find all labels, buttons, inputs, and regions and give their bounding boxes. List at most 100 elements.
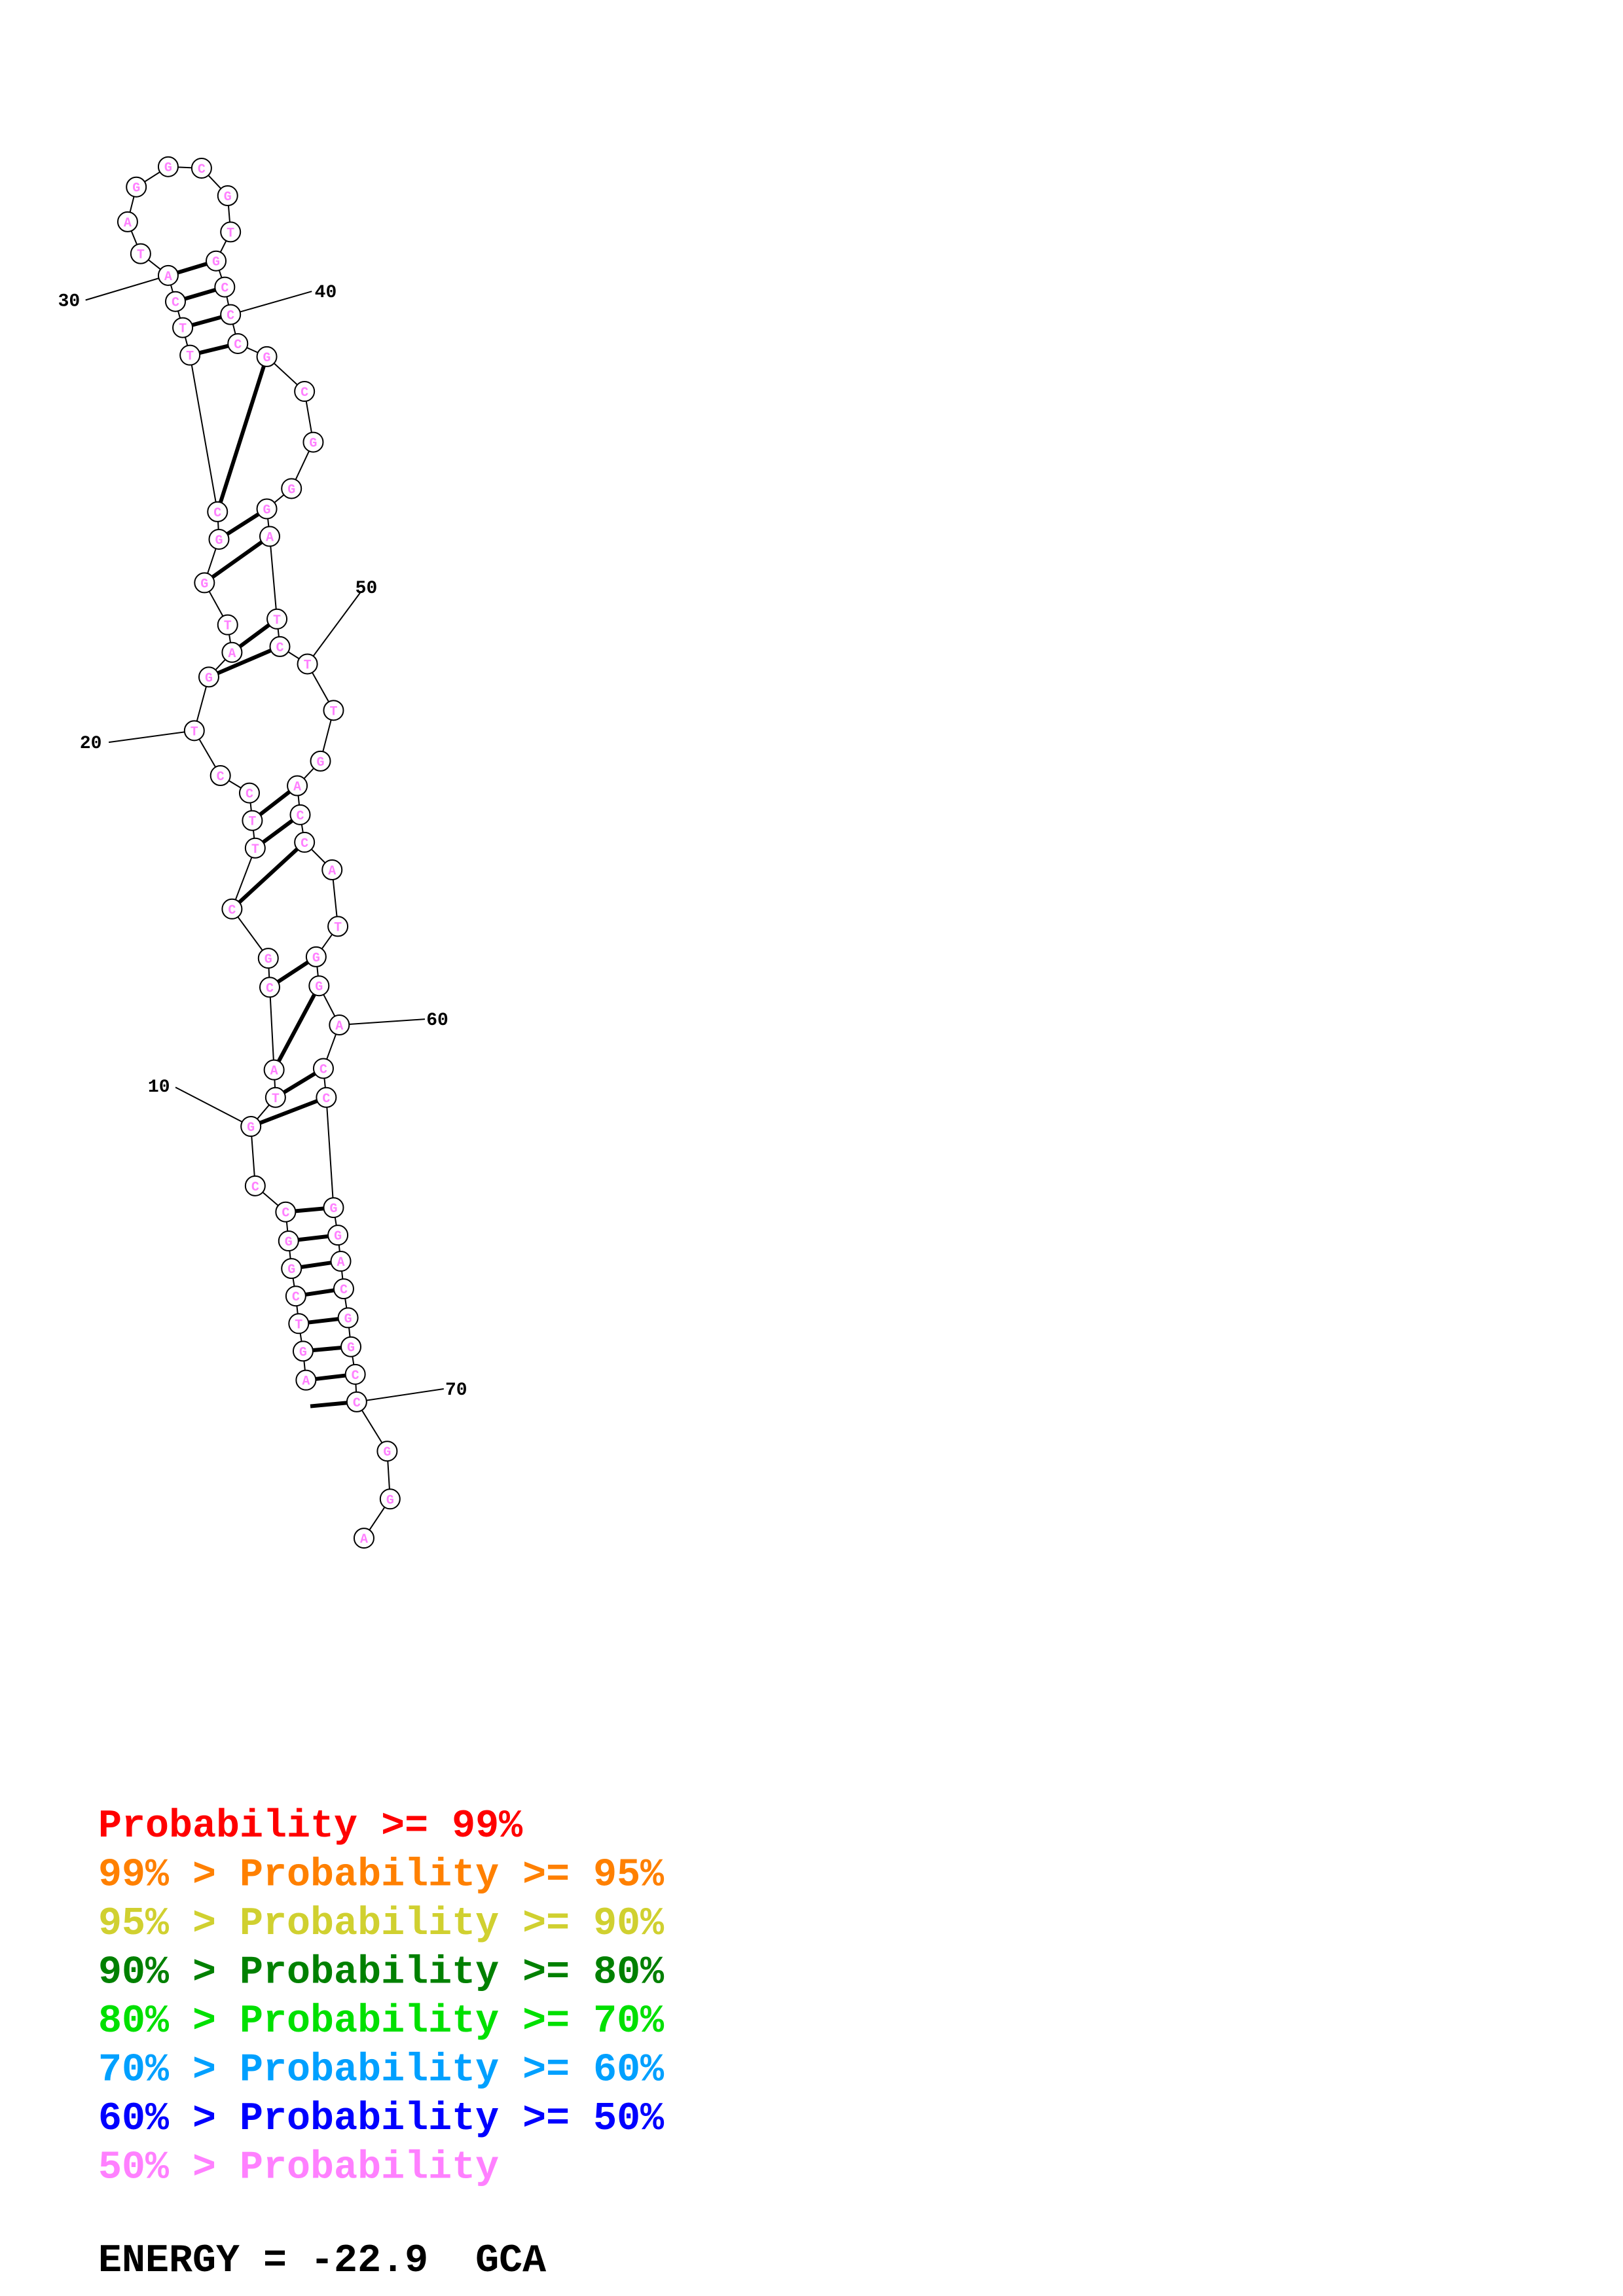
position-label: 40	[315, 283, 337, 303]
nucleotide: C	[191, 157, 212, 179]
nucleotide-circle	[327, 916, 349, 937]
nucleotide-circle	[353, 1528, 374, 1549]
nucleotide-letter: G	[317, 755, 325, 770]
nucleotide-letter: C	[292, 1290, 300, 1305]
nucleotide-circle	[220, 221, 242, 243]
nucleotide: G	[257, 948, 279, 969]
nucleotide-circle	[221, 898, 243, 920]
nucleotide: A	[157, 264, 179, 286]
nucleotide: C	[289, 804, 311, 825]
legend-entry: 60% > Probability >= 50%	[98, 2097, 665, 2142]
nucleotide: T	[244, 837, 266, 859]
backbone-segment	[325, 1097, 335, 1208]
position-label: 10	[148, 1077, 170, 1098]
nucleotide-circle	[206, 250, 227, 272]
nucleotide-letter: A	[266, 531, 274, 546]
probability-legend: Probability >= 99% 99% > Probability >= 9…	[98, 1804, 665, 2191]
position-label-tick	[108, 730, 194, 744]
position-labels: 10 20 30 40 50 60 70	[58, 274, 467, 1403]
nucleotide: T	[179, 344, 201, 366]
nucleotide-letter: T	[227, 226, 234, 241]
nucleotide-letter: G	[315, 980, 323, 995]
nucleotide: C	[259, 977, 280, 998]
nucleotide-circle	[288, 1313, 310, 1335]
nucleotide-circle	[221, 641, 243, 663]
nucleotide-letter: A	[164, 270, 172, 285]
nucleotide-circle	[244, 837, 266, 859]
nucleotide-circle	[379, 1488, 401, 1510]
nucleotide-letter: G	[312, 951, 320, 966]
nucleotide-letter: G	[264, 952, 272, 967]
nucleotide-circle	[330, 1251, 352, 1272]
nucleotide-letter: A	[228, 647, 236, 662]
nucleotide: T	[266, 608, 288, 630]
nucleotide: A	[295, 1369, 317, 1391]
nucleotide-letter: C	[227, 309, 234, 324]
nucleotide: G	[305, 946, 327, 967]
nucleotide-circle	[165, 291, 187, 312]
position-label-tick	[356, 1388, 444, 1403]
nucleotide: C	[227, 332, 249, 354]
nucleotide-letter: C	[213, 506, 221, 521]
nucleotide-letter: T	[334, 920, 342, 935]
nucleotide-circle	[217, 614, 238, 636]
nucleotide-circle	[312, 1058, 334, 1079]
nucleotide-circle	[259, 526, 280, 547]
nucleotide: A	[259, 526, 280, 547]
nucleotide-letter: G	[224, 190, 232, 205]
nucleotide-circle	[256, 498, 278, 520]
nucleotide-letter: G	[347, 1341, 355, 1356]
nucleotide-letter: C	[246, 787, 253, 802]
nucleotide-circle	[214, 276, 236, 298]
nucleotide-circle	[240, 1116, 262, 1138]
energy-label: ENERGY = -22.9 GCA	[98, 2239, 546, 2284]
nucleotide: G	[256, 498, 278, 520]
nucleotide-circle	[337, 1307, 359, 1329]
position-label: 30	[58, 291, 81, 312]
position-label: 60	[426, 1011, 448, 1031]
nucleotide: G	[157, 156, 179, 177]
nucleotides: AGGCCGGCAGGCCAGGTACCAGTTCTAGGGCGCCCGTGCG…	[117, 156, 401, 1549]
nucleotide: C	[294, 381, 316, 403]
nucleotide: T	[130, 243, 151, 264]
nucleotide-letter: G	[200, 577, 208, 592]
nucleotide-circle	[333, 1278, 354, 1300]
base-pair-bond	[272, 984, 321, 1071]
nucleotide-letter: A	[293, 780, 301, 795]
legend-entry: 90% > Probability >= 80%	[98, 1951, 665, 1996]
nucleotide-letter: C	[221, 281, 228, 296]
nucleotide: G	[278, 1230, 299, 1252]
nucleotide: A	[287, 775, 308, 797]
nucleotide: G	[281, 1258, 302, 1280]
nucleotide-circle	[340, 1336, 362, 1357]
nucleotide-letter: G	[287, 1263, 295, 1278]
nucleotide: C	[221, 898, 243, 920]
nucleotide-circle	[238, 782, 260, 804]
nucleotide-letter: T	[179, 322, 187, 337]
position-label: 70	[445, 1380, 467, 1401]
nucleotide-circle	[289, 804, 311, 825]
nucleotide: G	[256, 346, 278, 367]
nucleotide: T	[288, 1313, 310, 1335]
nucleotide-letter: G	[287, 482, 295, 497]
nucleotide-letter: G	[247, 1121, 255, 1136]
nucleotide: C	[244, 1175, 266, 1196]
nucleotide: C	[285, 1285, 306, 1307]
nucleotide: G	[302, 431, 324, 453]
nucleotide: C	[207, 501, 228, 522]
nucleotide-letter: C	[340, 1283, 348, 1298]
nucleotide-letter: G	[215, 533, 223, 548]
nucleotide: G	[208, 528, 230, 550]
nucleotide-letter: T	[186, 350, 194, 365]
nucleotide-letter: C	[301, 836, 308, 852]
nucleotide-circle	[329, 1014, 350, 1036]
nucleotide-letter: G	[285, 1235, 293, 1250]
nucleotide-circle	[310, 750, 331, 772]
base-pair-bond	[215, 355, 269, 512]
nucleotide-letter: C	[228, 903, 236, 918]
nucleotide: T	[327, 916, 349, 937]
nucleotide-letter: C	[319, 1062, 327, 1077]
nucleotide-circle	[305, 946, 327, 967]
nucleotide: G	[340, 1336, 362, 1357]
position-label-tick	[175, 1086, 251, 1127]
